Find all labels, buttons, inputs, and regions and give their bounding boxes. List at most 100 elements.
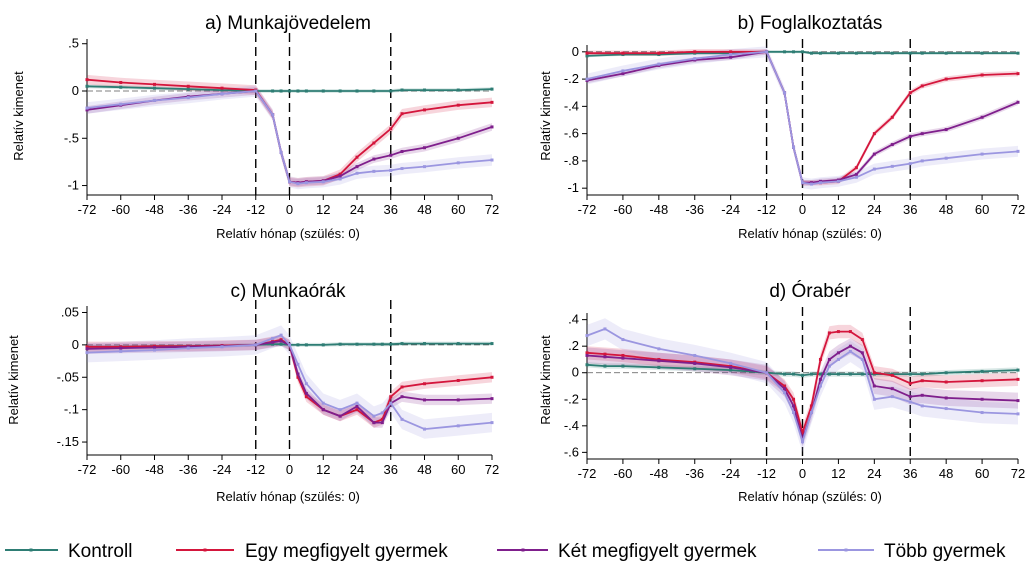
data-point [423, 398, 426, 402]
data-point [783, 384, 787, 388]
panel-munkajovedelem: a) Munkajövedelem Relatív kimenet Relatí… [11, 13, 499, 241]
data-point [304, 343, 308, 347]
data-point [220, 92, 224, 96]
data-point [827, 372, 831, 376]
data-point [338, 342, 342, 346]
data-point [854, 173, 858, 177]
data-point [321, 408, 325, 412]
data-point [220, 86, 224, 90]
data-point [456, 161, 460, 165]
data-point [657, 359, 661, 363]
data-point [792, 397, 796, 401]
data-point [372, 169, 376, 173]
data-point [827, 331, 831, 335]
data-point [1016, 399, 1020, 403]
legend-marker [29, 548, 33, 552]
data-point [355, 89, 359, 93]
data-point [423, 146, 426, 150]
x-tick-label: 36 [384, 202, 398, 217]
data-point [355, 401, 359, 405]
x-tick-label: -12 [246, 202, 265, 217]
data-point [729, 365, 733, 369]
data-point [119, 346, 123, 350]
x-tick-label: -72 [578, 466, 597, 481]
data-point [490, 158, 494, 162]
data-point [585, 363, 589, 367]
data-point [355, 408, 359, 412]
data-point [809, 404, 813, 408]
data-point [85, 84, 89, 88]
data-point [729, 53, 733, 57]
x-tick-label: -60 [614, 466, 633, 481]
data-point [288, 180, 291, 184]
data-point [603, 352, 607, 356]
data-point [296, 362, 300, 366]
data-point [783, 372, 787, 376]
data-point [389, 153, 393, 157]
y-tick-label: -.2 [564, 391, 579, 406]
data-point [279, 342, 283, 346]
data-point [603, 364, 607, 368]
x-tick-label: 72 [1011, 466, 1025, 481]
panel-title: a) Munkajövedelem [205, 13, 371, 34]
x-tick-label: 48 [417, 462, 431, 477]
data-point [621, 69, 625, 73]
data-point [944, 156, 948, 160]
confidence-band [87, 334, 492, 428]
data-point [920, 159, 924, 163]
data-point [153, 348, 156, 352]
data-point [304, 395, 308, 399]
data-point [456, 88, 460, 92]
x-tick-label: 72 [1011, 202, 1025, 217]
data-point [944, 371, 948, 375]
data-point [783, 91, 787, 95]
legend: Kontroll Egy megfigyelt gyermek Két megf… [5, 541, 1006, 561]
data-point [400, 112, 404, 116]
y-tick-label: -.1 [64, 402, 79, 417]
data-point [338, 172, 342, 176]
data-point [279, 89, 283, 93]
data-point [456, 379, 460, 382]
data-point [372, 421, 376, 425]
data-point [186, 84, 190, 88]
data-point [920, 404, 924, 408]
data-point [872, 397, 876, 401]
panel-munkaorak: c) Munkaórák Relatív kimenet Relatív hón… [6, 281, 499, 504]
data-point [657, 347, 661, 351]
x-tick-label: 0 [799, 466, 806, 481]
data-point [423, 342, 426, 346]
data-point [848, 372, 852, 376]
data-point [296, 343, 300, 347]
data-point [279, 150, 283, 154]
data-point [827, 364, 831, 368]
data-point [220, 88, 224, 92]
data-point [657, 51, 661, 55]
data-point [854, 51, 858, 55]
data-point [380, 417, 384, 421]
data-point [220, 345, 224, 349]
data-point [119, 349, 123, 353]
panel-title: b) Foglalkoztatás [738, 13, 883, 34]
data-point [271, 113, 275, 117]
data-point [872, 371, 876, 375]
data-point [836, 179, 840, 183]
data-point [860, 357, 864, 361]
legend-label: Kontroll [68, 541, 132, 561]
data-point [827, 357, 831, 361]
data-point [338, 89, 342, 93]
x-tick-label: 48 [939, 202, 953, 217]
plot-area: -.6 -.4 -.2 0 .2 .4 -72 -60 -48 -36 -24 -12 0 12 24 36 4… [564, 307, 1025, 481]
data-point [944, 380, 948, 384]
data-point [980, 411, 984, 415]
data-point [860, 338, 864, 342]
x-tick-label: -60 [111, 202, 130, 217]
x-tick-label: 60 [975, 202, 989, 217]
data-point [1016, 100, 1020, 104]
data-point [783, 387, 787, 391]
x-tick-label: 60 [451, 202, 465, 217]
data-point [693, 361, 697, 365]
data-point [860, 351, 864, 355]
y-tick-label: -.5 [64, 130, 79, 145]
y-tick-label: 0 [72, 83, 79, 98]
y-tick-label: -.6 [564, 444, 579, 459]
